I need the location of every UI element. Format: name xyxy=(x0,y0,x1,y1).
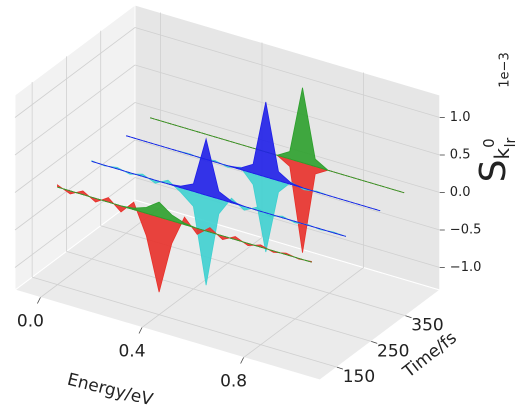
tick-mark xyxy=(336,366,344,370)
grid-line xyxy=(243,267,364,358)
grid-line xyxy=(134,102,440,193)
y-tick-label: 150 xyxy=(343,367,375,387)
y-tick-label: 250 xyxy=(377,341,409,361)
grid-line xyxy=(14,27,136,118)
z-label-base: S xyxy=(473,159,514,182)
x-tick-label: 0.0 xyxy=(17,312,44,332)
tick-mark xyxy=(37,297,41,304)
x-axis-label: Energy/eV xyxy=(65,370,155,411)
tick-mark xyxy=(371,341,378,344)
series-area xyxy=(149,87,405,194)
grid-line xyxy=(40,207,161,298)
z-tick-label: 1.0 xyxy=(450,110,471,125)
grid-line xyxy=(32,276,338,368)
grid-line xyxy=(14,102,136,193)
z-label-sub: k xyxy=(490,147,514,159)
grid-line xyxy=(134,27,440,118)
z-tick-label: −1.0 xyxy=(450,260,482,275)
y-tick-label: 350 xyxy=(411,316,443,336)
tick-mark xyxy=(138,327,143,334)
tick-mark xyxy=(405,315,412,319)
grid-line xyxy=(14,139,136,231)
z-label-sup: 0 xyxy=(480,138,498,148)
z-axis-label: Sk0 lr xyxy=(473,137,519,182)
z-tick-label: 0.5 xyxy=(450,148,471,163)
grid-line xyxy=(66,251,372,342)
series-area xyxy=(57,186,312,263)
grid-line xyxy=(141,237,263,328)
grid-line xyxy=(14,177,136,268)
z-tick-label: −0.5 xyxy=(450,223,482,238)
tick-mark xyxy=(240,357,244,364)
z-label-subsub: lr xyxy=(503,137,519,147)
x-tick-label: 0.4 xyxy=(118,342,145,362)
series-area xyxy=(91,137,346,237)
grid-line xyxy=(14,64,136,156)
z-tick-label: 0.0 xyxy=(450,185,471,200)
z-offset-label: 1e−3 xyxy=(498,52,513,87)
grid-line xyxy=(134,64,440,156)
x-tick-label: 0.8 xyxy=(220,372,247,392)
